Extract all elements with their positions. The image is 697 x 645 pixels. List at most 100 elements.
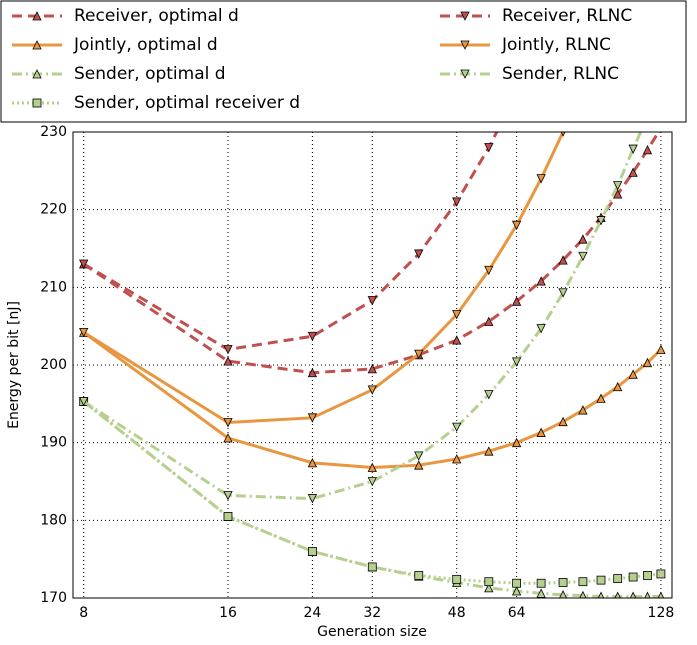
marker: [613, 189, 623, 199]
marker: [484, 390, 494, 400]
x-tick-label: 128: [648, 605, 675, 621]
series-line: [82, 132, 661, 375]
marker: [367, 363, 377, 374]
marker: [223, 491, 233, 501]
marker: [597, 591, 605, 598]
marker: [460, 11, 470, 21]
marker: [560, 132, 566, 137]
x-tick-label: 24: [303, 605, 321, 621]
marker: [558, 578, 568, 587]
series-line: [82, 400, 662, 585]
marker: [307, 494, 318, 504]
marker: [512, 578, 522, 588]
marker: [223, 418, 233, 428]
marker: [559, 589, 568, 598]
y-tick-label: 190: [40, 435, 67, 451]
marker: [629, 591, 637, 598]
marker: [536, 588, 546, 598]
x-tick-label: 48: [448, 605, 466, 621]
marker: [79, 327, 89, 338]
legend-label: Sender, optimal d: [74, 64, 226, 84]
marker: [32, 69, 42, 79]
marker: [642, 357, 653, 368]
marker: [484, 316, 494, 326]
marker: [307, 413, 318, 423]
y-tick-label: 230: [40, 124, 67, 140]
y-tick-label: 170: [40, 590, 67, 606]
marker: [452, 454, 462, 464]
x-tick-label: 16: [219, 605, 237, 621]
marker: [32, 40, 42, 50]
marker: [613, 574, 623, 583]
plot-area: [79, 132, 666, 598]
marker: [656, 344, 666, 354]
marker: [511, 586, 522, 596]
series-line: [82, 331, 662, 470]
marker: [367, 462, 377, 472]
marker: [578, 577, 588, 587]
marker: [79, 259, 89, 269]
marker: [308, 547, 317, 556]
legend-label: Receiver, RLNC: [502, 6, 632, 26]
marker: [613, 181, 623, 191]
marker: [307, 331, 318, 342]
y-tick-label: 200: [40, 357, 67, 373]
marker: [223, 356, 233, 366]
marker: [596, 393, 606, 403]
marker: [511, 296, 522, 306]
legend-label: Jointly, RLNC: [501, 35, 611, 55]
marker: [596, 575, 606, 585]
marker: [579, 590, 587, 598]
marker: [536, 324, 546, 334]
marker: [452, 422, 462, 433]
marker: [596, 216, 606, 226]
y-axis-label: Energy per bit [nJ]: [6, 301, 22, 429]
series-line: [82, 132, 499, 352]
legend-label: Jointly, optimal d: [73, 35, 218, 55]
marker: [656, 132, 666, 133]
legend-label: Sender, RLNC: [502, 64, 619, 84]
marker: [511, 437, 522, 448]
marker: [511, 220, 522, 231]
marker: [628, 572, 638, 582]
marker: [484, 446, 494, 456]
marker: [307, 457, 318, 468]
marker: [578, 405, 588, 415]
marker: [414, 349, 424, 360]
marker: [367, 296, 377, 306]
marker: [644, 591, 651, 598]
marker: [536, 276, 546, 286]
marker: [414, 249, 424, 259]
marker: [223, 345, 233, 355]
x-tick-label: 8: [79, 605, 88, 621]
marker: [460, 69, 470, 79]
marker: [628, 167, 638, 177]
legend-box: [0, 0, 687, 123]
marker: [460, 40, 470, 50]
series-line: [82, 132, 565, 424]
plot-frame: [72, 131, 673, 599]
y-tick-label: 180: [40, 512, 67, 528]
marker: [628, 369, 638, 379]
marker: [642, 144, 653, 155]
marker: [536, 578, 546, 588]
y-tick-label: 210: [40, 279, 67, 295]
marker: [414, 451, 424, 461]
marker: [536, 174, 546, 184]
x-axis-label: Generation size: [317, 624, 427, 640]
marker: [558, 416, 568, 427]
marker: [452, 197, 462, 207]
marker: [578, 251, 588, 262]
marker: [452, 310, 462, 320]
marker: [484, 265, 494, 276]
legend-label: Receiver, optimal d: [74, 6, 239, 26]
marker: [558, 255, 568, 265]
marker: [484, 583, 494, 593]
marker: [656, 569, 666, 579]
marker: [367, 477, 377, 487]
series-line: [82, 132, 643, 501]
marker: [223, 512, 233, 521]
marker: [32, 98, 42, 108]
x-tick-label: 64: [508, 605, 526, 621]
marker: [452, 335, 462, 345]
